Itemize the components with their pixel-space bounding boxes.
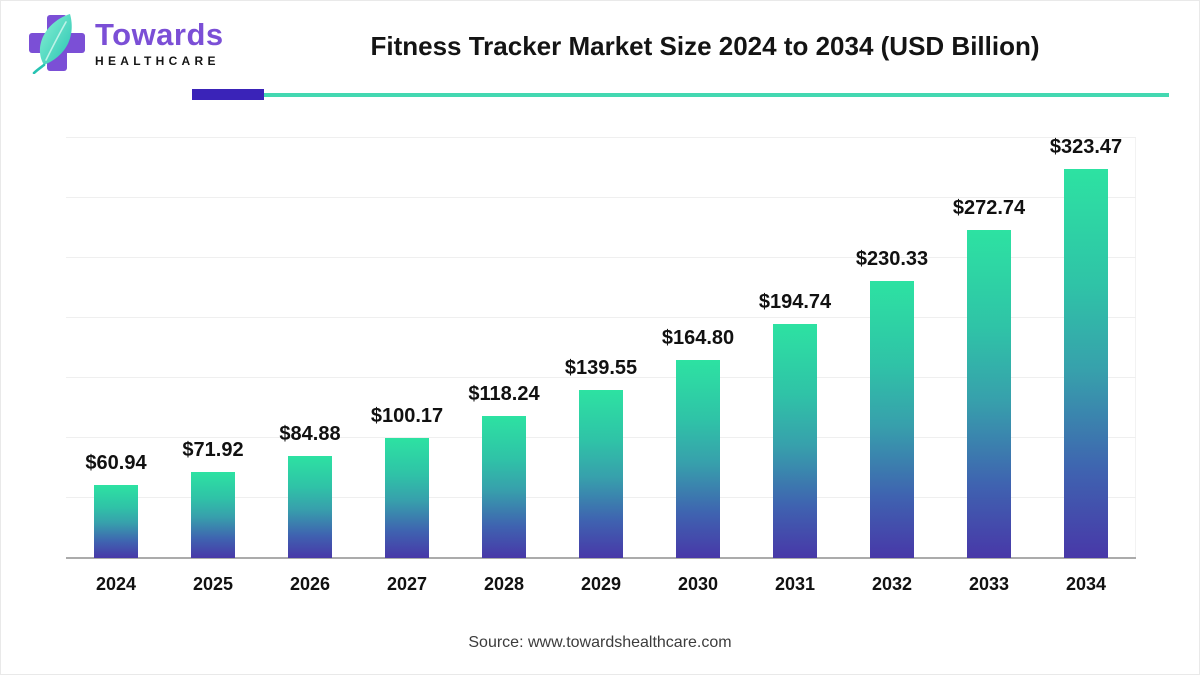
- x-tick-label: 2033: [968, 574, 1010, 594]
- bar-value-label: $118.24: [468, 383, 540, 405]
- bar-2034: [1064, 169, 1108, 558]
- x-tick-label: 2030: [677, 574, 719, 594]
- bar-value-label: $84.88: [279, 423, 341, 445]
- source-text: Source: www.towardshealthcare.com: [468, 634, 732, 651]
- gridline: [66, 257, 1136, 258]
- bar-value-label: $194.74: [758, 291, 832, 313]
- divider-line: [264, 93, 1169, 97]
- x-tick-label: 2028: [483, 574, 525, 594]
- bar-value-label: $272.74: [952, 197, 1026, 219]
- bar-value-label: $164.80: [661, 327, 735, 349]
- bar-value-label: $323.47: [1049, 136, 1123, 158]
- bar-value-label: $139.55: [564, 357, 638, 379]
- x-tick-label: 2032: [871, 574, 913, 594]
- bar-value-label: $71.92: [182, 439, 244, 461]
- gridline: [66, 137, 1136, 138]
- x-tick-label: 2025: [192, 574, 234, 594]
- towards-healthcare-logo: [28, 12, 86, 75]
- brand-name: Towards: [95, 17, 224, 52]
- x-axis-line: [66, 557, 1136, 559]
- bar-2028: [482, 416, 526, 558]
- bar-2029: [579, 390, 623, 558]
- bar-2026: [288, 456, 332, 558]
- cross-leaf-icon: [29, 14, 85, 75]
- gridline: [66, 377, 1136, 378]
- bar-2024: [94, 485, 138, 558]
- bar-2033: [967, 230, 1011, 558]
- bar-2025: [191, 472, 235, 558]
- bar-2032: [870, 281, 914, 558]
- gridline: [66, 197, 1136, 198]
- x-tick-label: 2034: [1065, 574, 1107, 594]
- bar-2031: [773, 324, 817, 558]
- x-tick-label: 2027: [386, 574, 428, 594]
- bar-value-label: $230.33: [855, 248, 929, 270]
- bar-value-label: $100.17: [370, 405, 444, 427]
- page-title: Fitness Tracker Market Size 2024 to 2034…: [370, 31, 1040, 61]
- gridline: [66, 317, 1136, 318]
- logo-text: Towards HEALTHCARE: [95, 19, 224, 67]
- brand-subtitle: HEALTHCARE: [95, 54, 220, 68]
- x-tick-label: 2031: [774, 574, 816, 594]
- x-tick-label: 2026: [289, 574, 331, 594]
- x-tick-label: 2024: [95, 574, 137, 594]
- bar-2030: [676, 360, 720, 558]
- plot-right-border: [1135, 138, 1136, 558]
- bar-2027: [385, 438, 429, 558]
- x-tick-label: 2029: [580, 574, 622, 594]
- divider-accent-segment: [192, 89, 264, 100]
- plot-area: $60.94 2024 $71.92 2025 $84.88 2026 $100.17 202…: [66, 136, 1136, 594]
- bar-value-label: $60.94: [85, 452, 147, 474]
